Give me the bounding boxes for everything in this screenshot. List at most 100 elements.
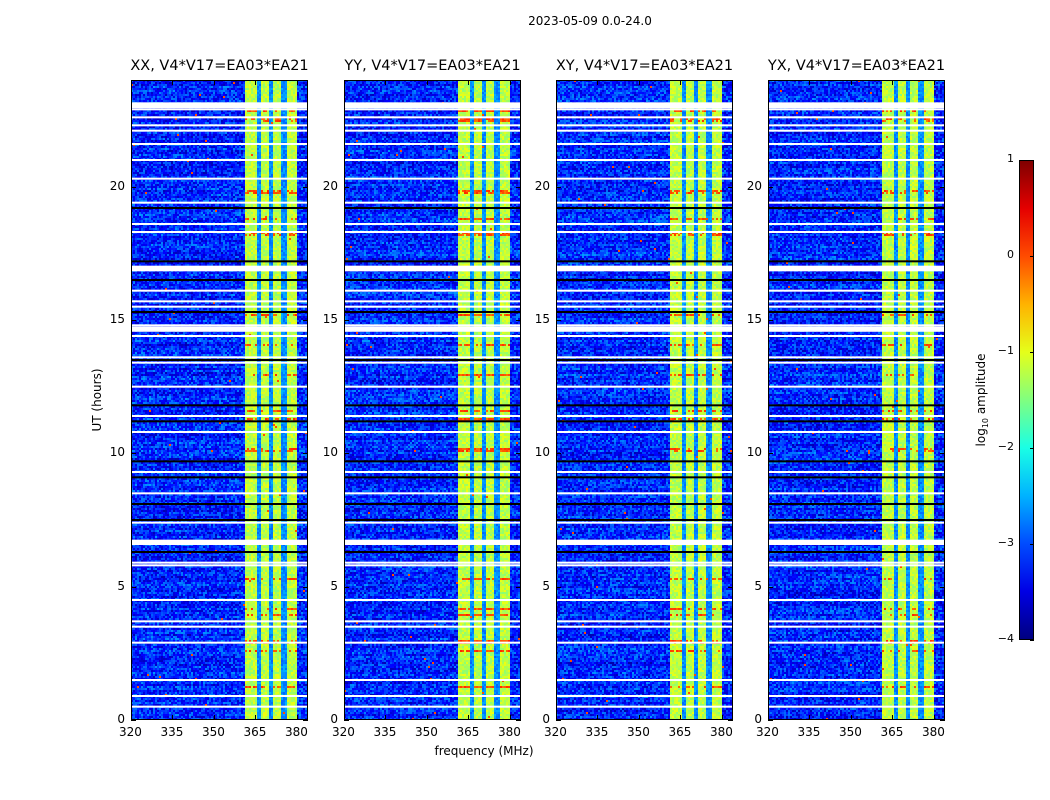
x-axis-label: frequency (MHz) [434,744,534,758]
panel-3: YX, V4*V17=EA03*EA21 320 335 350 365 380 0 5 10 1… [747,58,945,739]
x-tick-mark [597,715,599,720]
y-tick-mark [768,320,773,321]
plot-frame [556,80,733,720]
y-tick-label: 10 [534,445,550,460]
x-tick-mark [468,80,470,85]
y-tick-label: 0 [542,712,550,726]
x-tick-mark [721,715,723,720]
y-tick-label: 0 [117,712,125,726]
y-axis-label: UT (hours) [90,368,104,432]
x-tick-mark [426,80,428,85]
x-tick-mark [213,80,215,85]
x-tick-mark [850,80,852,85]
y-tick-mark [131,186,136,188]
y-tick-label: 15 [746,312,762,326]
y-tick-mark [303,453,308,455]
y-tick-mark [131,453,136,455]
colorbar-tick-label: −1 [997,344,1014,357]
y-tick-mark [556,453,561,455]
waterfall-heatmap [344,80,521,720]
x-tick-mark [933,715,935,720]
x-tick-mark [509,715,511,720]
y-tick-label: 5 [117,578,125,593]
y-tick-mark [516,720,521,721]
x-tick-label: 320 [119,725,142,739]
x-tick-mark [680,715,682,720]
y-tick-label: 20 [746,178,762,193]
x-tick-mark [721,80,723,85]
colorbar-tick-label: −3 [997,536,1014,549]
y-tick-mark [728,720,733,721]
x-tick-label: 380 [709,725,733,739]
x-tick-mark [680,80,682,85]
x-tick-mark [809,715,811,720]
x-tick-label: 335 [797,725,821,739]
y-tick-label: 10 [746,445,762,460]
x-tick-mark [131,80,132,85]
y-tick-mark [768,720,773,721]
x-tick-mark [172,80,174,85]
y-tick-mark [303,320,308,321]
colorbar-tick-label: −2 [997,440,1014,453]
x-tick-mark [509,80,511,85]
y-tick-mark [131,586,136,588]
x-tick-mark [892,80,894,85]
y-tick-mark [344,720,349,721]
x-tick-mark [344,80,345,85]
x-tick-label: 320 [544,725,567,739]
y-tick-mark [556,320,561,321]
colorbar-tick-mark [1030,544,1034,545]
plot-frame [768,80,945,720]
waterfall-heatmap [768,80,945,720]
y-tick-mark [344,186,349,188]
panel-title: XX, V4*V17=EA03*EA21 [130,58,309,74]
y-tick-label: 15 [322,312,338,326]
x-tick-label: 365 [456,725,480,739]
x-tick-label: 335 [160,725,184,739]
y-tick-mark [556,186,561,188]
panel-1: YY, V4*V17=EA03*EA21 320 335 350 365 380 0 5 10 1… [323,58,521,739]
y-tick-mark [303,186,308,188]
x-tick-mark [556,80,557,85]
y-tick-label: 20 [534,178,550,193]
x-tick-label: 350 [626,725,650,739]
y-tick-label: 5 [330,578,338,593]
y-tick-mark [768,186,773,188]
x-tick-mark [933,80,935,85]
colorbar [1019,160,1034,640]
x-tick-mark [426,715,428,720]
x-tick-mark [768,80,769,85]
x-tick-label: 335 [373,725,397,739]
x-tick-mark [556,715,557,720]
y-tick-label: 10 [322,445,338,460]
y-tick-mark [131,320,136,321]
x-tick-label: 350 [201,725,225,739]
x-tick-label: 350 [414,725,438,739]
waterfall-heatmap [556,80,733,720]
y-tick-mark [303,720,308,721]
y-tick-label: 15 [109,312,125,326]
x-tick-mark [255,715,257,720]
y-tick-label: 5 [542,578,550,593]
x-tick-mark [597,80,599,85]
x-tick-mark [638,715,640,720]
y-tick-label: 20 [322,178,338,193]
x-tick-mark [296,80,298,85]
colorbar-tick-mark [1030,640,1034,641]
y-tick-mark [303,586,308,588]
figure-title: 2023-05-09 0.0-24.0 [528,14,652,28]
y-tick-mark [344,320,349,321]
y-tick-mark [516,186,521,188]
y-tick-label: 0 [754,712,762,726]
x-tick-mark [892,715,894,720]
x-tick-label: 380 [921,725,945,739]
x-tick-label: 380 [497,725,521,739]
y-tick-mark [728,586,733,588]
y-tick-mark [728,186,733,188]
y-tick-mark [556,586,561,588]
x-tick-mark [255,80,257,85]
x-tick-mark [213,715,215,720]
y-tick-mark [940,320,945,321]
panel-title: YX, V4*V17=EA03*EA21 [767,58,946,74]
x-tick-label: 365 [668,725,692,739]
